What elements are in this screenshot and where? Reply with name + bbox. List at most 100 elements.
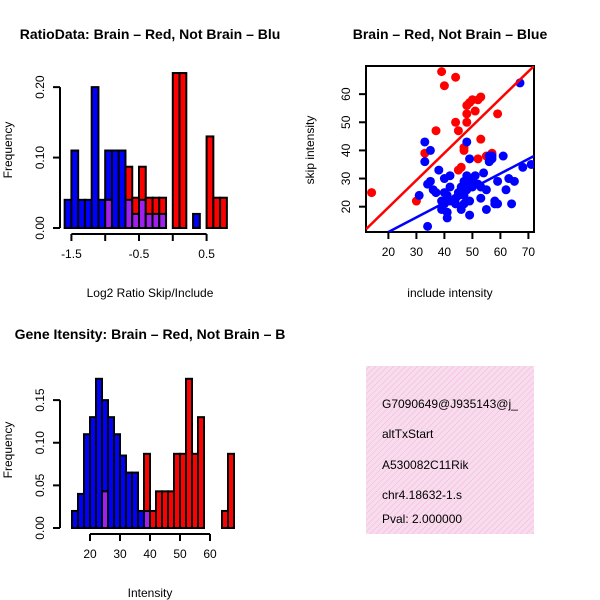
scatter-point-notbrain [442,207,452,217]
intensity-x-tick-label: 30 [113,547,127,561]
hatch-line [366,366,515,515]
scatter-point-notbrain [479,168,489,178]
info-event-type: altTxStart [382,427,434,441]
ratio-bar-overlap [151,212,161,229]
intensity-x-tick-label: 50 [173,547,187,561]
ratio-bar-notbrain [77,198,86,229]
info-box-hatching [196,366,600,534]
hatch-line [423,423,534,534]
intensity-bar-brain [197,416,205,529]
hatch-line [429,429,534,534]
hatch-line [538,366,600,534]
hatch-line [366,366,401,401]
hatch-line [366,366,419,419]
ratio-histogram-xlabel: Log2 Ratio Skip/Include [87,286,214,300]
scatter-point-notbrain [501,185,511,195]
intensity-histogram-panel: Gene Itensity: Brain – Red, Not Brain – … [1,326,285,600]
scatter-point-notbrain [518,162,528,172]
scatter-point-notbrain [425,145,435,155]
ratio-bar-notbrain [63,198,73,229]
hatch-line [196,366,364,534]
intensity-y-tick-label: 0.10 [33,431,47,455]
ratio-bar-notbrain [70,149,80,230]
ratio-bar-overlap [104,198,113,229]
scatter-y-tick-label: 60 [339,87,353,101]
ratio-bar-overlap [144,212,154,229]
hatch-line [459,459,534,534]
ratio-histogram-panel: RatioData: Brain – Red, Not Brain – Blu … [1,26,280,300]
scatter-point-notbrain [414,190,424,200]
hatch-line [366,366,533,533]
hatch-line [489,489,534,534]
ratio-bar-notbrain [117,149,127,230]
ratio-bar-overlap [137,198,147,229]
scatter-point-notbrain [420,137,430,147]
intensity-histogram-ylabel: Frequency [1,422,15,479]
hatch-line [544,366,600,534]
hatch-line [369,369,534,534]
hatch-line [393,393,534,534]
scatter-point-notbrain [420,157,430,167]
ratio-bar-overlap [124,198,134,229]
hatch-line [366,366,443,443]
ratio-bar-brain [219,196,228,229]
scatter-point-brain [431,126,441,136]
ratio-bar-notbrain [192,212,201,229]
hatch-line [387,387,534,534]
hatch-line [465,465,534,534]
scatter-point-notbrain [465,154,475,164]
ratio-y-tick-label: 0.00 [33,216,47,240]
scatter-point-notbrain [451,199,461,209]
scatter-ylabel: skip intensity [303,116,317,185]
fit-line-notbrain [387,154,534,232]
ratio-bar-brain [212,196,222,229]
hatch-line [366,366,485,485]
scatter-point-notbrain [498,151,508,161]
scatter-point-notbrain [481,185,491,195]
intensity-x-tick-label: 60 [203,547,217,561]
scatter-point-brain [453,126,463,136]
scatter-y-tick-label: 20 [339,200,353,214]
intensity-bar-brain [227,452,235,529]
intensity-y-tick-label: 0.05 [33,473,47,497]
scatter-point-notbrain [431,188,441,198]
ratio-bar-brain [178,72,188,230]
hatch-line [366,366,413,413]
ratio-x-tick-label: -1.5 [61,247,82,261]
info-location: chr4.18632-1.s [382,488,462,502]
scatter-point-notbrain [509,176,519,186]
scatter-point-brain [476,92,486,102]
scatter-frame [365,65,535,233]
scatter-point-notbrain [423,221,433,231]
scatter-y-tick-label: 40 [339,143,353,157]
intensity-histogram-axes: 20 30 40 50 60 0.00 0.05 0.10 0.15 [33,388,217,561]
ratio-bar-notbrain [110,149,120,230]
scatter-point-notbrain [476,193,486,203]
hatch-line [366,366,497,497]
ratio-histogram-bars [63,72,228,230]
hatch-line [366,366,437,437]
hatch-line [495,495,534,534]
scatter-point-brain [493,109,503,119]
ratio-histogram-title: RatioData: Brain – Red, Not Brain – Blu [20,26,281,42]
scatter-point-notbrain [470,171,480,181]
fit-line-brain [366,66,534,231]
scatter-point-brain [462,109,472,119]
scatter-point-notbrain [462,171,472,181]
scatter-y-tick-label: 50 [339,115,353,129]
hatch-line [441,441,534,534]
scatter-point-notbrain [507,199,517,209]
scatter-xlabel: include intensity [407,286,492,300]
ratio-x-tick-label: -0.5 [129,247,150,261]
scatter-marks [366,66,534,232]
scatter-point-brain [439,81,449,91]
ratio-histogram-ylabel: Frequency [1,122,15,179]
ratio-bar-notbrain [90,86,100,229]
scatter-point-notbrain [445,171,455,181]
scatter-point-brain [456,162,466,172]
hatch-line [411,411,534,534]
info-gene-name: A530082C11Rik [382,458,470,472]
scatter-point-brain [462,117,472,127]
hatch-line [366,366,425,425]
hatch-line [366,366,455,455]
